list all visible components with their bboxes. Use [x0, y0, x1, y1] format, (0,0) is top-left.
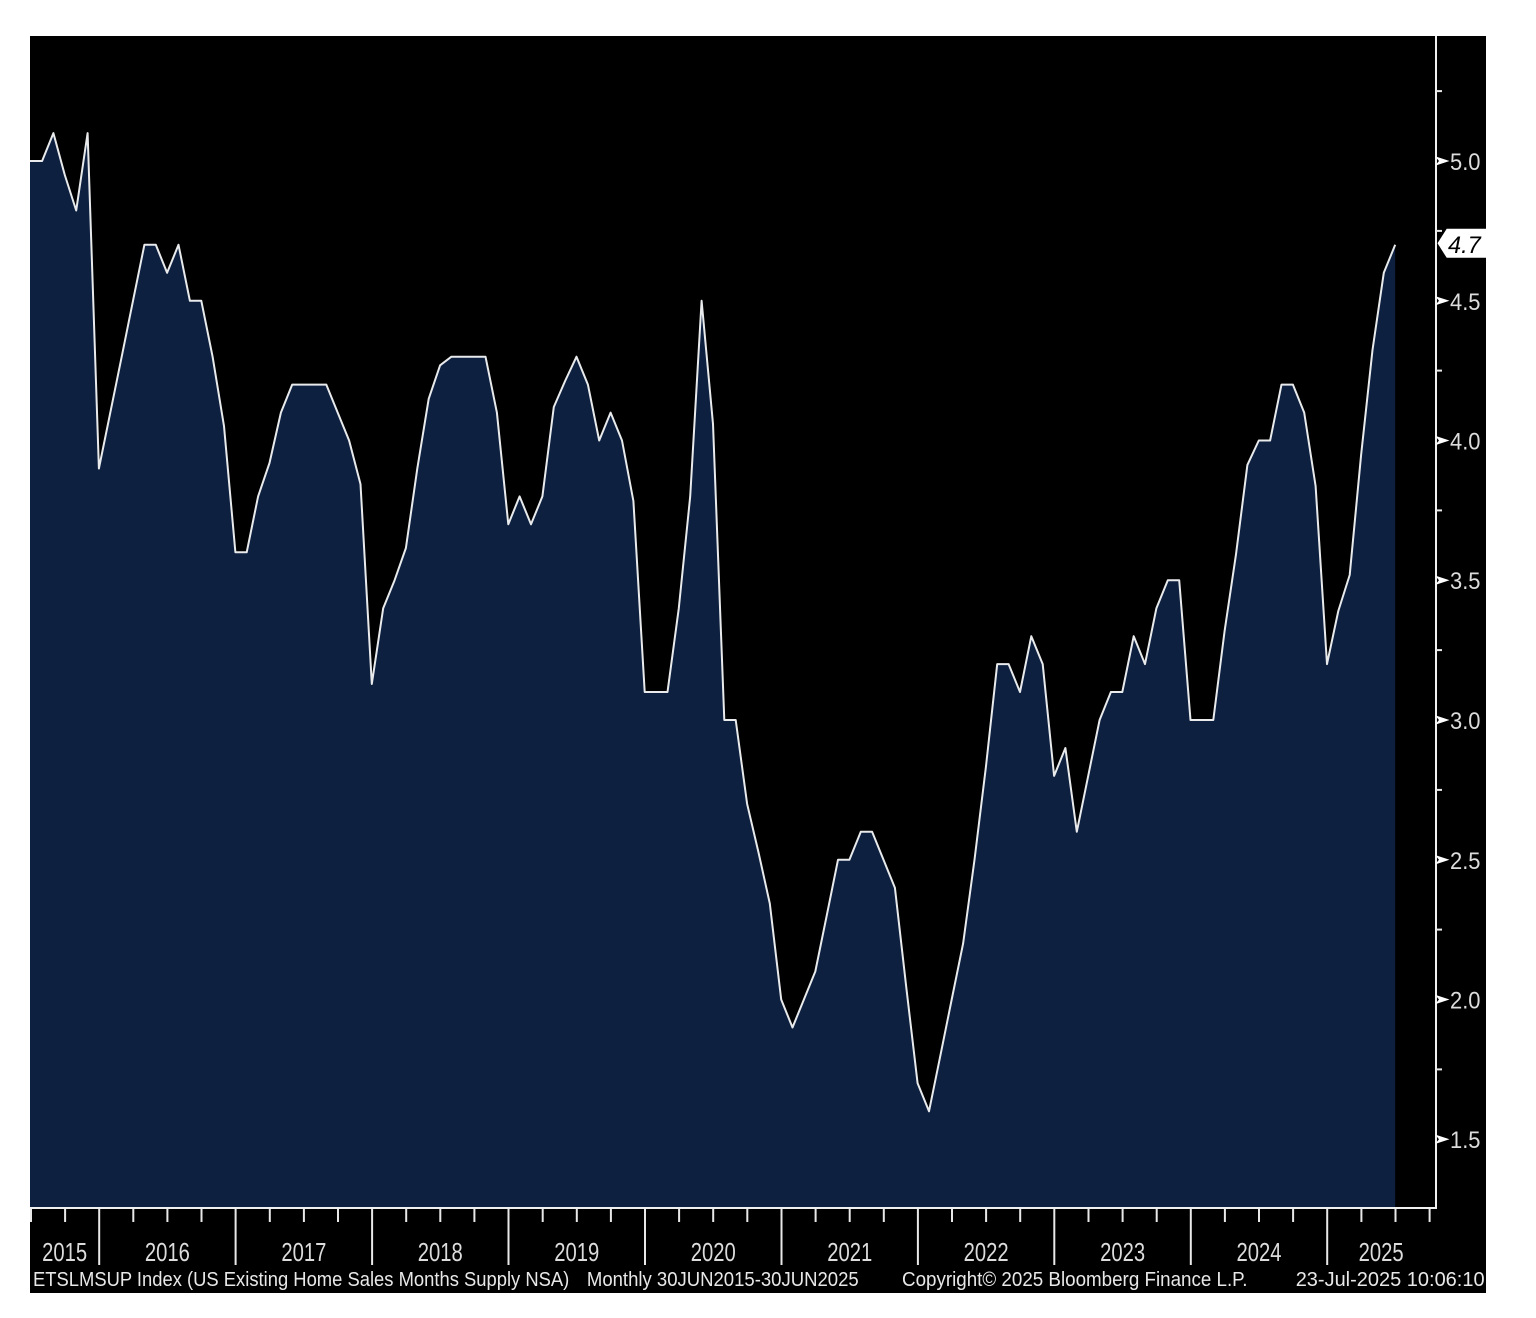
svg-text:2024: 2024	[1237, 1237, 1282, 1267]
svg-text:Copyright© 2025 Bloomberg Fina: Copyright© 2025 Bloomberg Finance L.P.	[902, 1269, 1248, 1291]
svg-text:Monthly 30JUN2015-30JUN2025: Monthly 30JUN2015-30JUN2025	[587, 1269, 859, 1291]
svg-text:4.5: 4.5	[1450, 289, 1481, 316]
svg-text:2021: 2021	[827, 1237, 872, 1267]
svg-text:4.0: 4.0	[1450, 429, 1481, 456]
svg-text:3.5: 3.5	[1450, 568, 1481, 595]
svg-text:2025: 2025	[1359, 1237, 1404, 1267]
svg-text:23-Jul-2025 10:06:10: 23-Jul-2025 10:06:10	[1296, 1269, 1485, 1291]
svg-text:1.5: 1.5	[1450, 1127, 1481, 1154]
svg-text:3.0: 3.0	[1450, 708, 1481, 735]
svg-text:2018: 2018	[418, 1237, 463, 1267]
svg-text:2023: 2023	[1100, 1237, 1145, 1267]
svg-text:2019: 2019	[554, 1237, 599, 1267]
svg-text:ETSLMSUP Index (US Existing Ho: ETSLMSUP Index (US Existing Home Sales M…	[33, 1269, 569, 1291]
svg-text:2015: 2015	[42, 1237, 87, 1267]
svg-text:2.0: 2.0	[1450, 988, 1481, 1015]
svg-text:5.0: 5.0	[1450, 149, 1481, 176]
svg-text:2016: 2016	[145, 1237, 190, 1267]
svg-text:2017: 2017	[281, 1237, 326, 1267]
svg-text:2022: 2022	[964, 1237, 1009, 1267]
svg-text:2020: 2020	[691, 1237, 736, 1267]
svg-text:2.5: 2.5	[1450, 848, 1481, 875]
svg-text:4.7: 4.7	[1448, 232, 1482, 259]
